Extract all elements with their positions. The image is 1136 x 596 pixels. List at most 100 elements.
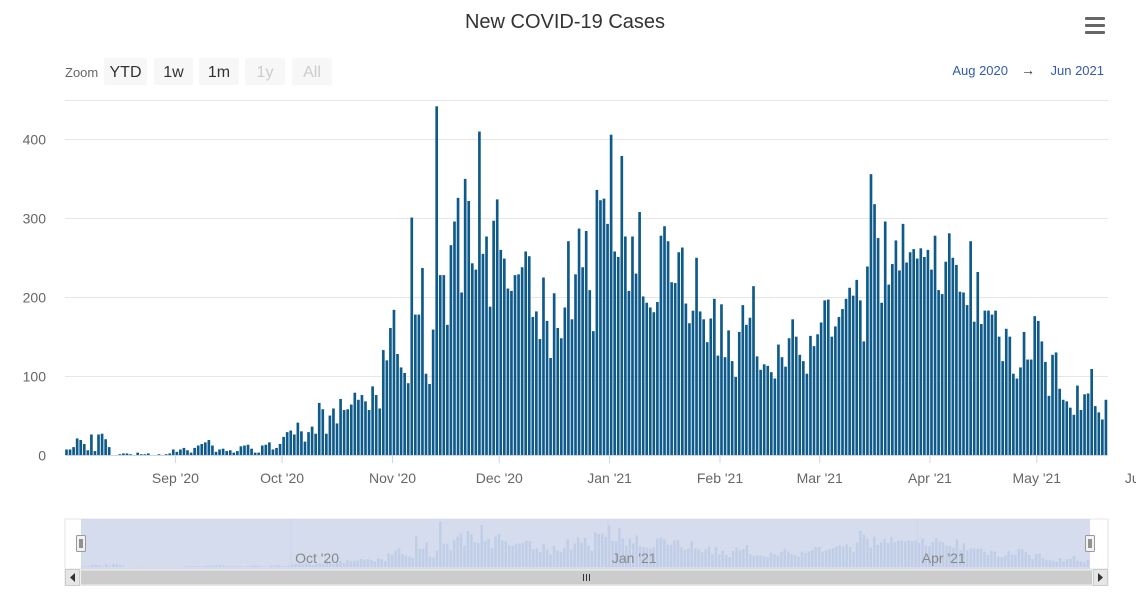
bar[interactable]: [400, 367, 403, 455]
bar[interactable]: [777, 345, 780, 455]
bar[interactable]: [973, 322, 976, 455]
bar[interactable]: [339, 399, 342, 455]
bar[interactable]: [528, 256, 531, 455]
navigator-left-handle[interactable]: [77, 536, 86, 552]
bar[interactable]: [378, 408, 381, 455]
bar[interactable]: [976, 272, 979, 455]
zoom-button-ytd[interactable]: YTD: [104, 58, 147, 85]
bar[interactable]: [325, 434, 328, 455]
bar[interactable]: [247, 445, 250, 455]
bar[interactable]: [770, 372, 773, 455]
bar[interactable]: [585, 231, 588, 455]
bar[interactable]: [176, 452, 179, 455]
bar[interactable]: [371, 386, 374, 455]
bar[interactable]: [353, 393, 356, 455]
bar[interactable]: [830, 337, 833, 455]
bar[interactable]: [414, 315, 417, 455]
bar[interactable]: [688, 323, 691, 455]
bar[interactable]: [186, 450, 189, 455]
bar[interactable]: [108, 447, 111, 455]
bar[interactable]: [321, 409, 324, 455]
bar[interactable]: [877, 238, 880, 455]
bar[interactable]: [1051, 355, 1054, 455]
bar[interactable]: [289, 431, 292, 455]
bar[interactable]: [834, 326, 837, 455]
bar[interactable]: [343, 410, 346, 455]
bar[interactable]: [250, 449, 253, 455]
bar[interactable]: [656, 302, 659, 455]
zoom-button-1w[interactable]: 1w: [154, 58, 193, 85]
bar[interactable]: [83, 444, 86, 455]
bar[interactable]: [1097, 412, 1100, 455]
bar[interactable]: [104, 439, 107, 455]
bar[interactable]: [97, 434, 100, 455]
bar[interactable]: [442, 275, 445, 455]
bar[interactable]: [955, 265, 958, 455]
bar[interactable]: [450, 245, 453, 455]
bar[interactable]: [122, 453, 125, 455]
bar[interactable]: [432, 330, 435, 455]
bar[interactable]: [90, 434, 93, 455]
bar[interactable]: [681, 248, 684, 455]
bar[interactable]: [172, 449, 175, 455]
bar[interactable]: [364, 401, 367, 455]
bar[interactable]: [361, 395, 364, 455]
bar[interactable]: [567, 241, 570, 455]
bar[interactable]: [553, 293, 556, 455]
bar[interactable]: [838, 317, 841, 455]
bar[interactable]: [948, 233, 951, 455]
bar[interactable]: [407, 383, 410, 455]
bar[interactable]: [667, 241, 670, 455]
bar[interactable]: [841, 309, 844, 455]
bar[interactable]: [1001, 361, 1004, 455]
bar[interactable]: [499, 250, 502, 455]
bar[interactable]: [261, 446, 264, 455]
bar[interactable]: [183, 448, 186, 455]
bar[interactable]: [866, 266, 869, 455]
bar[interactable]: [709, 319, 712, 455]
bar[interactable]: [905, 263, 908, 455]
bar[interactable]: [1065, 401, 1068, 455]
bar[interactable]: [870, 174, 873, 455]
bar[interactable]: [927, 250, 930, 455]
bar[interactable]: [350, 405, 353, 455]
bar[interactable]: [72, 447, 75, 455]
bar[interactable]: [1076, 386, 1079, 455]
bar[interactable]: [158, 454, 161, 455]
bar[interactable]: [560, 338, 563, 455]
bar[interactable]: [467, 201, 470, 455]
hamburger-icon[interactable]: [1078, 10, 1112, 40]
bar[interactable]: [279, 444, 282, 455]
bar[interactable]: [1090, 369, 1093, 455]
bar[interactable]: [1080, 410, 1083, 455]
bar[interactable]: [987, 311, 990, 455]
bar[interactable]: [524, 251, 527, 455]
bar[interactable]: [581, 267, 584, 455]
bar[interactable]: [745, 325, 748, 455]
bar[interactable]: [774, 378, 777, 455]
bar[interactable]: [706, 342, 709, 455]
bar[interactable]: [475, 270, 478, 455]
bar[interactable]: [240, 446, 243, 455]
bar[interactable]: [592, 331, 595, 455]
bar[interactable]: [734, 377, 737, 455]
bar[interactable]: [396, 354, 399, 455]
bar[interactable]: [823, 300, 826, 455]
bar[interactable]: [314, 434, 317, 455]
bar[interactable]: [215, 452, 218, 455]
bar[interactable]: [1105, 400, 1108, 455]
bar[interactable]: [994, 311, 997, 455]
bar[interactable]: [275, 448, 278, 455]
bar[interactable]: [478, 132, 481, 455]
bar[interactable]: [727, 330, 730, 455]
bar[interactable]: [418, 315, 421, 455]
range-from-date[interactable]: Aug 2020: [952, 63, 1008, 78]
bar[interactable]: [193, 448, 196, 455]
bar[interactable]: [685, 304, 688, 455]
bar[interactable]: [236, 451, 239, 455]
bar[interactable]: [65, 449, 68, 455]
bar[interactable]: [766, 366, 769, 455]
bar[interactable]: [749, 318, 752, 455]
bar[interactable]: [852, 296, 855, 455]
bar[interactable]: [677, 252, 680, 455]
